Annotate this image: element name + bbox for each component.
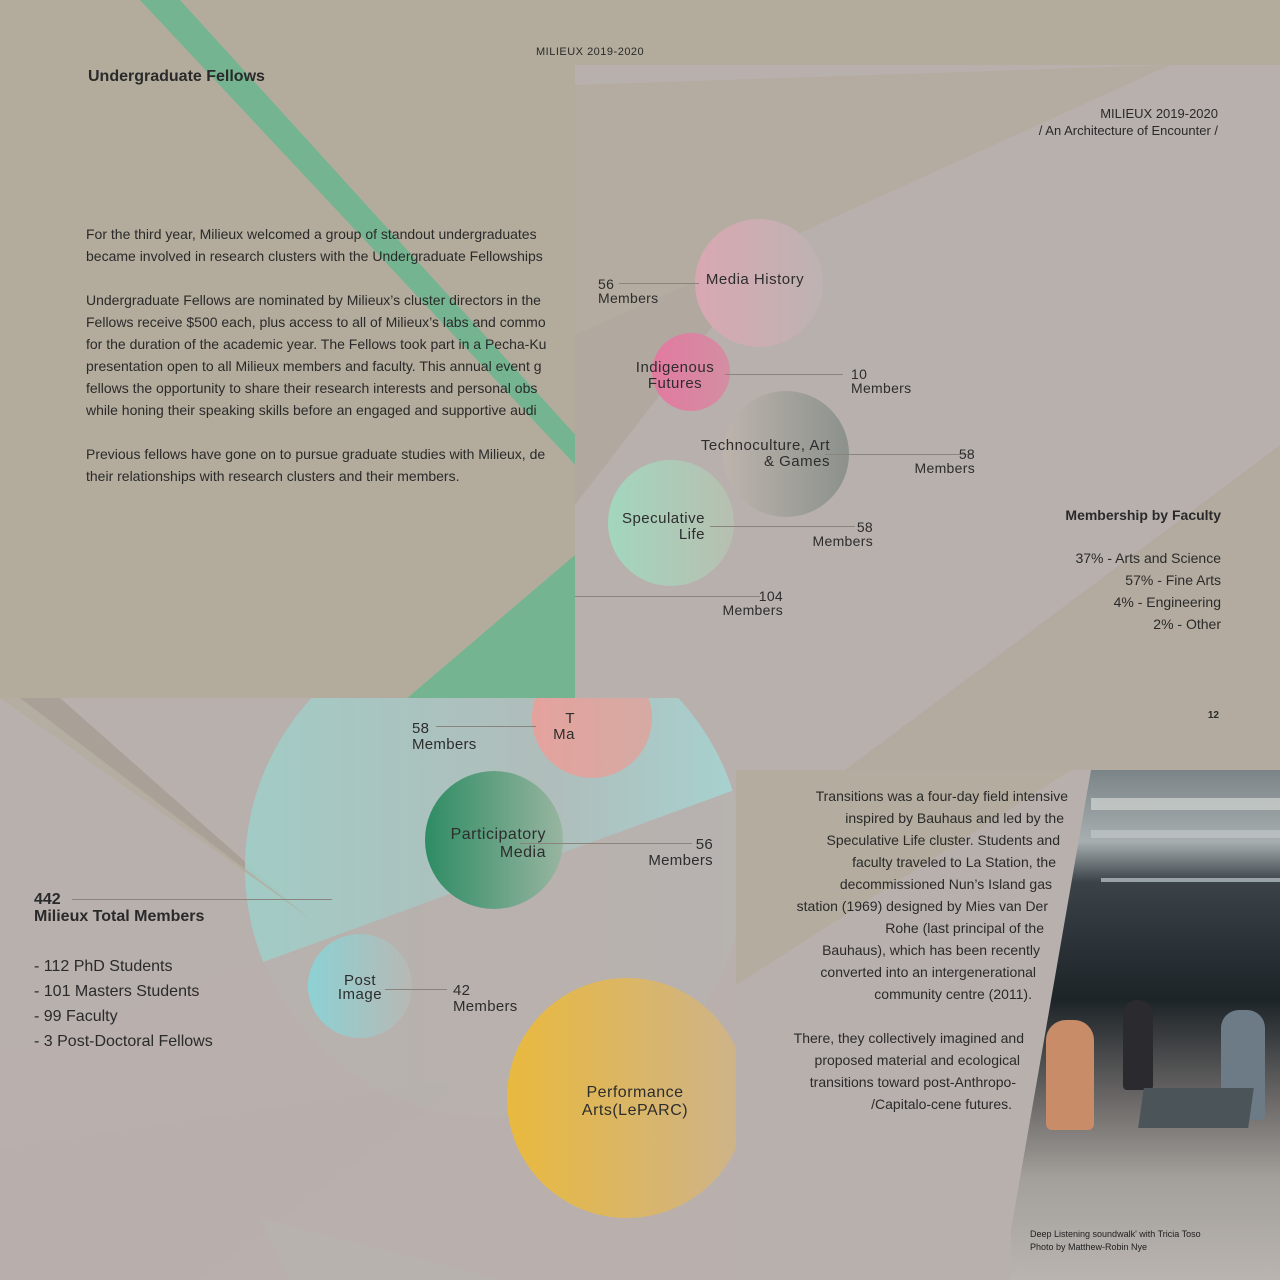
member-count-104: 104 Members	[722, 588, 783, 618]
text-line: Previous fellows have gone on to pursue …	[86, 446, 546, 462]
text-line: inspired by Bauhaus and led by the	[845, 810, 1064, 826]
breakdown-item: - 101 Masters Students	[34, 983, 200, 1000]
cluster-name-top-partial: T Ma	[553, 710, 575, 743]
text-line: while honing their speaking skills befor…	[86, 402, 537, 418]
member-count-indigenous-futures: 10 Members	[851, 366, 912, 396]
text-line: For the third year, Milieux welcomed a g…	[86, 226, 537, 242]
cluster-name-indigenous-futures: Indigenous Futures	[635, 359, 715, 392]
cluster-name-technoculture: Technoculture, Art & Games	[700, 437, 830, 470]
clusters-page: T Ma 58 Members Participatory Media 56 Mem…	[0, 698, 740, 1280]
faculty-title: Membership by Faculty	[1065, 507, 1221, 523]
intro-text: For the third year, Milieux welcomed a g…	[86, 223, 576, 487]
leader-line	[385, 989, 447, 990]
member-count-speculative-life: 58 Members	[812, 519, 873, 549]
text-line: faculty traveled to La Station, the	[852, 854, 1056, 870]
total-members: 442 Milieux Total Members	[34, 891, 204, 925]
text-line: decommissioned Nun’s Island gas	[839, 876, 1052, 892]
text-line: There, they collectively imagined and	[793, 1030, 1024, 1046]
member-count-technoculture: 58 Members	[914, 446, 975, 476]
beam	[1101, 878, 1280, 882]
leader-line	[436, 726, 536, 727]
text-line: Speculative Life cluster. Students and	[826, 832, 1060, 848]
text-line: their relationships with research cluste…	[86, 468, 460, 484]
text-line: Bauhaus), which has been recently	[822, 942, 1040, 958]
running-head-title: MILIEUX 2019-2020	[1100, 106, 1218, 121]
total-count: 442	[34, 891, 61, 908]
text-line: Undergraduate Fellows are nominated by M…	[86, 292, 541, 308]
text-line: Transitions was a four-day field intensi…	[815, 788, 1068, 804]
leader-line	[619, 283, 699, 284]
member-count-post-image: 42 Members	[453, 982, 518, 1015]
cluster-name-post-image: Post Image	[337, 972, 383, 1003]
faculty-item: 57% - Fine Arts	[1125, 572, 1221, 588]
leader-line	[725, 374, 843, 375]
running-head-right: MILIEUX 2019-2020 / An Architecture of E…	[1039, 105, 1218, 139]
cluster-name-participatory-media: Participatory Media	[450, 826, 546, 861]
bubble-performance-arts	[507, 978, 740, 1218]
bubble-indigenous-futures	[652, 333, 730, 411]
transitions-text: Transitions was a four-day field intensi…	[766, 785, 1071, 1115]
member-count-top: 58 Members	[412, 720, 477, 753]
text-line: converted into an intergenerational	[820, 964, 1036, 980]
member-breakdown: - 112 PhD Students - 101 Masters Student…	[34, 954, 213, 1054]
leader-line	[825, 454, 973, 455]
text-line: Rohe (last principal of the	[885, 920, 1044, 936]
section-heading: Undergraduate Fellows	[88, 68, 265, 85]
faculty-list: 37% - Arts and Science 57% - Fine Arts 4…	[1075, 547, 1221, 635]
leader-line	[575, 596, 760, 597]
text-line: community centre (2011).	[874, 986, 1032, 1002]
membership-page: MILIEUX 2019-2020 / An Architecture of E…	[575, 65, 1280, 770]
running-head-left: MILIEUX 2019-2020	[536, 46, 645, 58]
caption-line: Photo by Matthew-Robin Nye	[1030, 1242, 1148, 1252]
bubble-participatory-media	[425, 771, 563, 909]
breakdown-item: - 112 PhD Students	[34, 958, 173, 975]
cluster-name-media-history: Media History	[705, 271, 805, 288]
bubble-post-image	[308, 934, 412, 1038]
caption-line: Deep Listening soundwalk' with Tricia To…	[1030, 1229, 1201, 1239]
person-figure	[1046, 1020, 1094, 1130]
text-line: fellows the opportunity to share their r…	[86, 380, 538, 396]
panel-shapes	[575, 65, 1280, 770]
bubble-speculative-life	[608, 460, 734, 586]
breakdown-item: - 3 Post-Doctoral Fellows	[34, 1033, 213, 1050]
text-line: /Capitalo-cene futures.	[871, 1096, 1012, 1112]
ceiling-light	[1091, 830, 1280, 838]
text-line: Fellows receive $500 each, plus access t…	[86, 314, 546, 330]
member-count-participatory: 56 Members	[648, 836, 713, 869]
breakdown-item: - 99 Faculty	[34, 1008, 118, 1025]
total-label: Milieux Total Members	[34, 908, 205, 925]
text-line: proposed material and ecological	[814, 1052, 1020, 1068]
leader-line	[520, 843, 692, 844]
cluster-name-performance-arts: Performance Arts(LePARC)	[581, 1084, 689, 1119]
transitions-page: Transitions was a four-day field intensi…	[736, 770, 1280, 1280]
text-line: station (1969) designed by Mies van Der	[796, 898, 1048, 914]
info-panel	[1138, 1088, 1254, 1128]
ceiling-light	[1091, 798, 1280, 810]
photo-caption: Deep Listening soundwalk' with Tricia To…	[1030, 1228, 1201, 1254]
leader-line	[710, 526, 855, 527]
text-line: transitions toward post-Anthropo-	[809, 1074, 1016, 1090]
green-beam-top	[140, 0, 580, 470]
panel-shape-transitions	[736, 770, 1071, 985]
faculty-item: 4% - Engineering	[1113, 594, 1221, 610]
running-head-subtitle: / An Architecture of Encounter /	[1038, 123, 1218, 138]
text-line: became involved in research clusters wit…	[86, 248, 543, 264]
green-beam-bottom	[405, 555, 575, 700]
person-figure	[1123, 1000, 1153, 1090]
cluster-name-speculative-life: Speculative Life	[621, 510, 705, 543]
page-number: 12	[1207, 710, 1219, 721]
leader-line	[72, 899, 332, 900]
text-line: presentation open to all Milieux members…	[86, 358, 542, 374]
text-line: for the duration of the academic year. T…	[86, 336, 547, 352]
member-count-media-history: 56 Members	[598, 276, 659, 306]
faculty-item: 2% - Other	[1153, 616, 1221, 632]
faculty-item: 37% - Arts and Science	[1075, 550, 1221, 566]
bubble-media-history	[695, 219, 823, 347]
